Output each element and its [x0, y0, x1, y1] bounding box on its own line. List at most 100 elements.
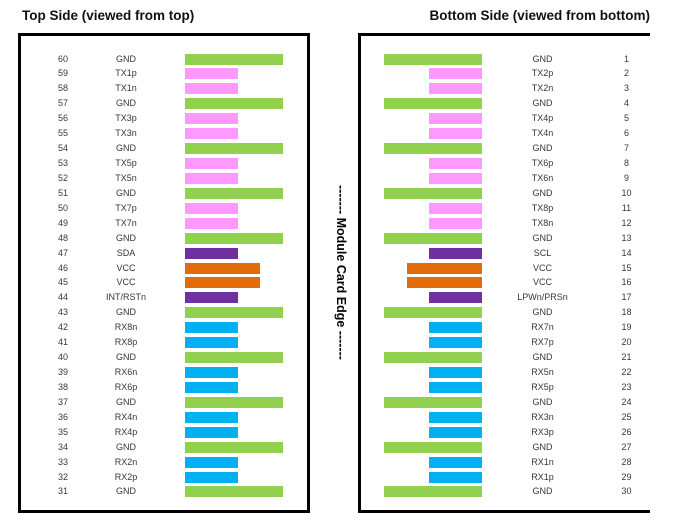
pin-name: TX4n — [531, 128, 554, 139]
pin-row-9: TX6n 9 — [361, 171, 650, 186]
pin-contact-bar — [185, 277, 260, 289]
pin-row-52: 52 TX5n — [21, 171, 307, 186]
pin-contact-bar — [185, 232, 283, 244]
pin-name: GND — [116, 143, 136, 154]
pin-name: TX8n — [531, 217, 554, 228]
pin-row-54: 54 GND — [21, 141, 307, 156]
pin-contact-bar — [185, 128, 238, 140]
pin-contact-bar — [384, 396, 482, 408]
pin-number: 9 — [623, 172, 629, 183]
pin-row-21: GND 21 — [361, 350, 650, 365]
pin-number: 8 — [623, 158, 629, 169]
pin-name: RX8n — [114, 322, 138, 333]
pin-name: GND — [532, 352, 553, 363]
pin-number: 40 — [57, 352, 68, 363]
pin-row-12: TX8n 12 — [361, 216, 650, 231]
pin-row-40: 40 GND — [21, 350, 307, 365]
pin-row-57: 57 GND — [21, 96, 307, 111]
pin-number: 44 — [57, 292, 68, 303]
pin-number: 20 — [621, 337, 632, 348]
pin-number: 24 — [621, 396, 632, 407]
pin-number: 23 — [621, 381, 632, 392]
pin-row-43: 43 GND — [21, 305, 307, 320]
pin-row-7: GND 7 — [361, 141, 650, 156]
pin-name: TX4p — [531, 113, 554, 124]
pin-row-1: GND 1 — [361, 52, 650, 67]
pin-contact-bar — [429, 411, 482, 423]
pin-name: TX5p — [115, 158, 137, 169]
pin-number: 56 — [57, 113, 68, 124]
pin-contact-bar — [185, 172, 238, 184]
pin-row-17: LPWn/PRSn 17 — [361, 290, 650, 305]
pin-number: 3 — [623, 83, 629, 94]
pin-row-28: RX1n 28 — [361, 455, 650, 470]
pin-contact-bar — [185, 486, 283, 498]
pin-number: 14 — [621, 247, 632, 258]
pin-number: 7 — [623, 143, 629, 154]
pin-name: VCC — [532, 277, 552, 288]
pin-contact-bar — [185, 113, 238, 125]
pin-row-5: TX4p 5 — [361, 111, 650, 126]
pin-number: 26 — [621, 426, 632, 437]
pin-name: TX7p — [115, 202, 137, 213]
pin-name: TX2n — [531, 83, 554, 94]
pin-number: 49 — [57, 217, 68, 228]
pin-row-31: 31 GND — [21, 484, 307, 499]
pin-number: 2 — [623, 68, 629, 79]
pin-number: 18 — [621, 307, 632, 318]
pin-row-13: GND 13 — [361, 231, 650, 246]
pin-number: 36 — [57, 411, 68, 422]
pin-contact-bar — [185, 307, 283, 319]
pin-row-46: 46 VCC — [21, 261, 307, 276]
pin-contact-bar — [185, 202, 238, 214]
pin-name: GND — [116, 352, 136, 363]
pin-row-15: VCC 15 — [361, 261, 650, 276]
pin-contact-bar — [429, 113, 482, 125]
pin-number: 25 — [621, 411, 632, 422]
pin-row-47: 47 SDA — [21, 246, 307, 261]
top-side-title: Top Side (viewed from top) — [22, 8, 195, 23]
pin-name: TX8p — [531, 202, 554, 213]
pin-contact-bar — [429, 292, 482, 304]
pin-name: GND — [532, 486, 553, 497]
pin-row-26: RX3p 26 — [361, 425, 650, 440]
pin-name: RX4p — [114, 426, 138, 437]
pin-row-19: RX7n 19 — [361, 320, 650, 335]
pin-name: RX2p — [114, 471, 138, 482]
pin-contact-bar — [407, 262, 482, 274]
pin-name: RX3p — [531, 426, 554, 437]
pin-row-32: 32 RX2p — [21, 470, 307, 485]
pin-name: TX3n — [115, 128, 137, 139]
bottom-side-panel: GND 1 TX2p 2 TX2n 3 GND 4 TX4p 5 TX4n 6 GND 7 TX6p 8 TX6… — [358, 33, 650, 513]
pin-contact-bar — [185, 187, 283, 199]
pin-contact-bar — [185, 352, 283, 364]
pin-row-39: 39 RX6n — [21, 365, 307, 380]
pin-number: 6 — [623, 128, 629, 139]
pin-number: 15 — [621, 262, 632, 273]
pin-number: 51 — [57, 187, 68, 198]
pin-row-53: 53 TX5p — [21, 156, 307, 171]
pin-name: RX1n — [531, 456, 554, 467]
pin-name: RX4n — [114, 411, 138, 422]
pin-contact-bar — [185, 292, 238, 304]
pin-name: VCC — [532, 262, 552, 273]
pin-number: 16 — [621, 277, 632, 288]
pin-contact-bar — [185, 143, 283, 155]
pin-number: 54 — [57, 143, 68, 154]
pin-contact-bar — [429, 217, 482, 229]
pin-contact-bar — [429, 68, 482, 80]
pin-contact-bar — [185, 322, 238, 334]
pin-row-27: GND 27 — [361, 440, 650, 455]
pin-contact-bar — [185, 98, 283, 110]
pin-contact-bar — [429, 83, 482, 95]
pin-name: GND — [116, 307, 136, 318]
pin-name: GND — [116, 53, 136, 64]
pin-name: GND — [532, 143, 553, 154]
pin-number: 50 — [57, 202, 68, 213]
pin-number: 58 — [57, 83, 68, 94]
pin-row-56: 56 TX3p — [21, 111, 307, 126]
pin-contact-bar — [429, 247, 482, 259]
pin-contact-bar — [429, 337, 482, 349]
pin-number: 1 — [623, 53, 629, 64]
pin-row-33: 33 RX2n — [21, 455, 307, 470]
